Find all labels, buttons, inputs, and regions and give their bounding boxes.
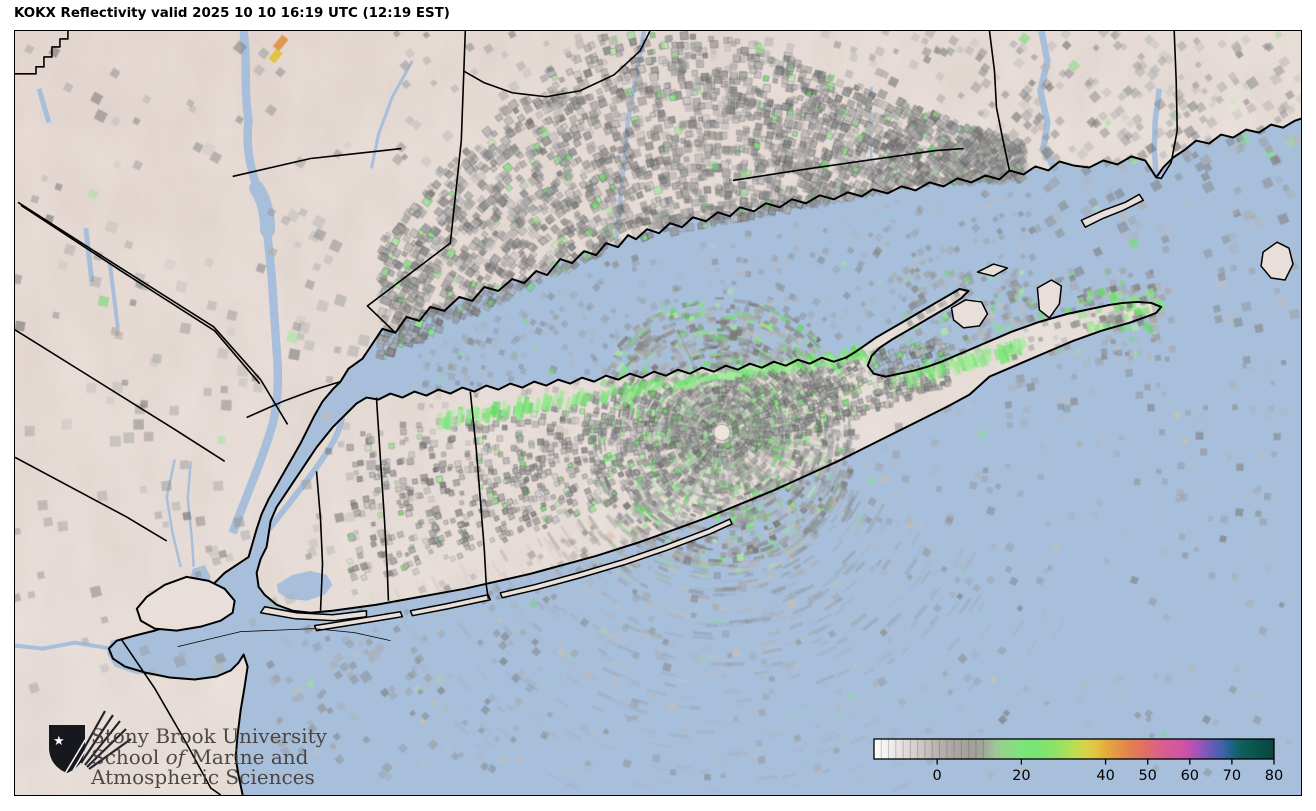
colorbar-tick-label: 60 (1181, 768, 1199, 784)
barrier-island-jones-beach (409, 594, 492, 617)
figure-title: KOKX Reflectivity valid 2025 10 10 16:19… (14, 6, 450, 21)
boundary-layer (15, 31, 1301, 795)
colorbar-tick-label: 70 (1223, 768, 1241, 784)
long-island-coastline (255, 287, 1163, 614)
county-line-nj-1 (15, 329, 226, 462)
state-line-staircase (15, 31, 69, 75)
state-line-ny-nj (17, 201, 289, 425)
county-line-fairfield (462, 31, 651, 98)
gardiners-island (1036, 279, 1063, 319)
colorbar-tick-label: 50 (1138, 768, 1156, 784)
county-line-ct-mid (732, 147, 964, 182)
county-line-nassau-suffolk (469, 391, 490, 599)
colorbar-tick-label: 40 (1096, 768, 1114, 784)
state-line-ct-ri (1156, 31, 1178, 180)
map-frame: ★ Stony Brook University School of Marin… (14, 30, 1302, 796)
county-line-queens-nassau (375, 397, 390, 601)
staten-island (135, 575, 236, 632)
colorbar-tick-label: 80 (1265, 768, 1283, 784)
colorbar-gradient (874, 739, 1274, 759)
county-line-westchester-putnam (232, 147, 402, 178)
county-line-nj-2 (15, 456, 168, 542)
county-line-brooklyn-queens (315, 471, 324, 611)
barrier-island-long-beach (313, 610, 404, 632)
county-line-new-haven (988, 31, 1011, 171)
state-line-ny-ct (366, 31, 467, 334)
colorbar-frame (873, 738, 1275, 760)
colorbar-tick-label: 20 (1012, 768, 1030, 784)
radar-site-dot (713, 423, 731, 441)
plum-island (976, 263, 1009, 277)
block-island (1260, 241, 1294, 281)
radar-speckle-layer (15, 31, 1301, 795)
county-line-westchester-bronx (246, 380, 341, 419)
mainland-coastline (107, 117, 1301, 795)
colorbar-tick-label: 0 (933, 768, 942, 784)
coney-rockaway-strip (259, 605, 368, 622)
barrier-island-fire-island (499, 518, 733, 599)
harbor-channel-line (177, 628, 391, 647)
county-line-monmouth (120, 638, 222, 795)
fishers-island (1080, 193, 1144, 228)
reflectivity-colorbar: 0 20 40 50 60 70 80 (873, 738, 1283, 784)
state-line-ny-nj-2 (20, 204, 261, 385)
shelter-island (950, 299, 989, 329)
